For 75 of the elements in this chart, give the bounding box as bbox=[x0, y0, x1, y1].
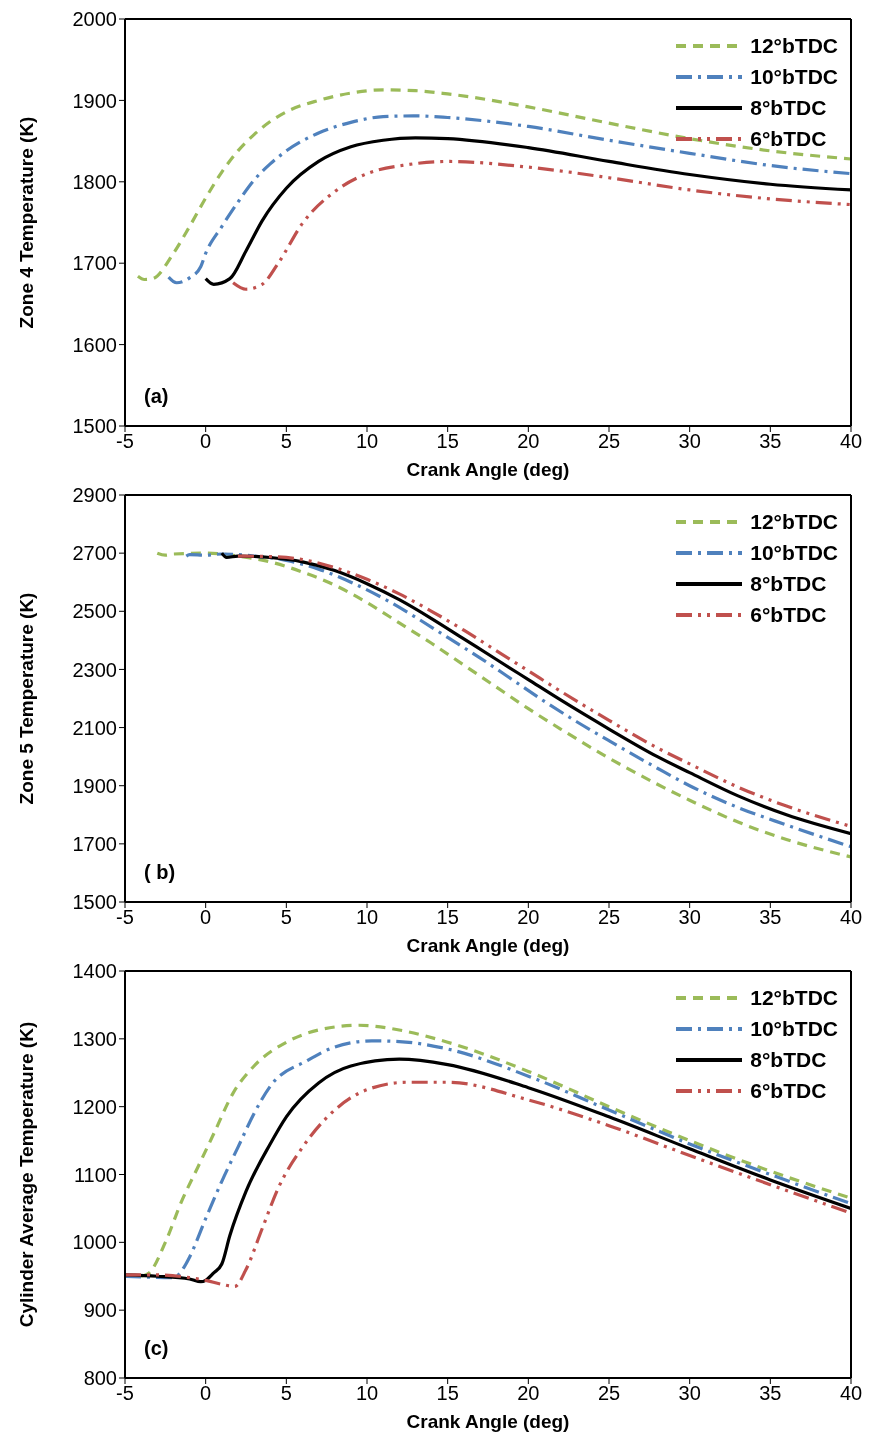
x-tick-label: 20 bbox=[517, 430, 540, 453]
x-axis-title: Crank Angle (deg) bbox=[406, 459, 570, 480]
line-series bbox=[166, 114, 851, 285]
x-tick-label: 25 bbox=[597, 1382, 621, 1405]
y-axis-title: Zone 4 Temperature (K) bbox=[15, 116, 37, 329]
x-tick-label: 35 bbox=[759, 1382, 782, 1405]
y-tick-label: 1900 bbox=[72, 89, 117, 112]
y-tick-label: 1800 bbox=[72, 170, 117, 193]
x-tick-label: 35 bbox=[759, 906, 782, 929]
x-axis-title: Crank Angle (deg) bbox=[406, 935, 570, 956]
annotation: ( b) bbox=[144, 861, 176, 884]
y-tick-label: 1100 bbox=[73, 1163, 117, 1186]
x-tick-label: 20 bbox=[517, 1382, 540, 1405]
x-tick-label: 30 bbox=[678, 1382, 701, 1405]
x-tick-label: 40 bbox=[839, 906, 863, 929]
x-tick-label: 0 bbox=[200, 1382, 212, 1405]
legend-label: 6°bTDC bbox=[750, 602, 827, 627]
y-axis-title: Zone 5 Temperature (K) bbox=[15, 592, 37, 805]
y-tick-label: 1400 bbox=[72, 960, 117, 983]
legend-label: 12°bTDC bbox=[750, 33, 838, 58]
legend-label: 8°bTDC bbox=[750, 95, 827, 120]
legend-label: 6°bTDC bbox=[750, 1078, 827, 1103]
x-tick-label: 15 bbox=[436, 1382, 459, 1405]
x-tick-label: 5 bbox=[280, 430, 292, 453]
x-tick-label: 10 bbox=[355, 906, 379, 929]
x-tick-label: 30 bbox=[678, 906, 701, 929]
y-tick-label: 2300 bbox=[72, 658, 117, 681]
y-tick-label: 1200 bbox=[72, 1095, 117, 1118]
x-tick-label: 40 bbox=[839, 430, 863, 453]
x-tick-label: 25 bbox=[597, 430, 621, 453]
x-tick-label: 15 bbox=[436, 906, 459, 929]
legend-label: 12°bTDC bbox=[750, 985, 838, 1010]
x-tick-label: 5 bbox=[280, 1382, 292, 1405]
x-axis-title: Crank Angle (deg) bbox=[406, 1411, 570, 1432]
line-series bbox=[231, 159, 851, 291]
y-tick-label: 1300 bbox=[72, 1027, 117, 1050]
legend-label: 12°bTDC bbox=[750, 509, 838, 534]
y-tick-label: 1500 bbox=[72, 415, 117, 438]
x-tick-label: -5 bbox=[116, 906, 134, 929]
y-tick-label: 2100 bbox=[72, 716, 117, 739]
annotation: (c) bbox=[144, 1337, 169, 1360]
y-tick-label: 1000 bbox=[72, 1231, 117, 1254]
legend-label: 10°bTDC bbox=[750, 1016, 838, 1041]
legend-label: 10°bTDC bbox=[750, 64, 838, 89]
x-tick-label: 25 bbox=[597, 906, 621, 929]
x-tick-label: 0 bbox=[200, 906, 212, 929]
legend-label: 8°bTDC bbox=[750, 1047, 827, 1072]
y-tick-label: 2900 bbox=[72, 484, 117, 507]
x-tick-label: -5 bbox=[116, 430, 134, 453]
legend-label: 6°bTDC bbox=[750, 126, 827, 151]
y-tick-label: 1500 bbox=[72, 891, 117, 914]
line-series bbox=[136, 88, 851, 282]
y-tick-label: 800 bbox=[83, 1367, 117, 1390]
x-tick-label: 35 bbox=[759, 430, 782, 453]
y-tick-label: 1600 bbox=[72, 333, 117, 356]
y-tick-label: 2000 bbox=[72, 8, 117, 31]
x-tick-label: 10 bbox=[355, 430, 379, 453]
x-tick-label: 10 bbox=[355, 1382, 379, 1405]
x-tick-label: 40 bbox=[839, 1382, 863, 1405]
annotation: (a) bbox=[144, 385, 169, 408]
legend-label: 10°bTDC bbox=[750, 540, 838, 565]
x-tick-label: 0 bbox=[200, 430, 212, 453]
y-tick-label: 1700 bbox=[72, 832, 117, 855]
legend-label: 8°bTDC bbox=[750, 571, 827, 596]
y-tick-label: 900 bbox=[83, 1299, 117, 1322]
y-tick-label: 1900 bbox=[72, 774, 117, 797]
x-tick-label: 30 bbox=[678, 430, 701, 453]
y-tick-label: 2500 bbox=[72, 600, 117, 623]
y-tick-label: 1700 bbox=[72, 252, 117, 275]
x-tick-label: 5 bbox=[280, 906, 292, 929]
x-tick-label: 15 bbox=[436, 430, 459, 453]
x-tick-label: 20 bbox=[517, 906, 540, 929]
y-tick-label: 2700 bbox=[72, 542, 117, 565]
y-axis-title: Cylinder Average Temperature (K) bbox=[15, 1021, 37, 1328]
x-tick-label: -5 bbox=[116, 1382, 134, 1405]
